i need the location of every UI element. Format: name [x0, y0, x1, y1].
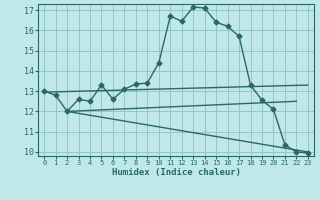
X-axis label: Humidex (Indice chaleur): Humidex (Indice chaleur) — [111, 168, 241, 177]
